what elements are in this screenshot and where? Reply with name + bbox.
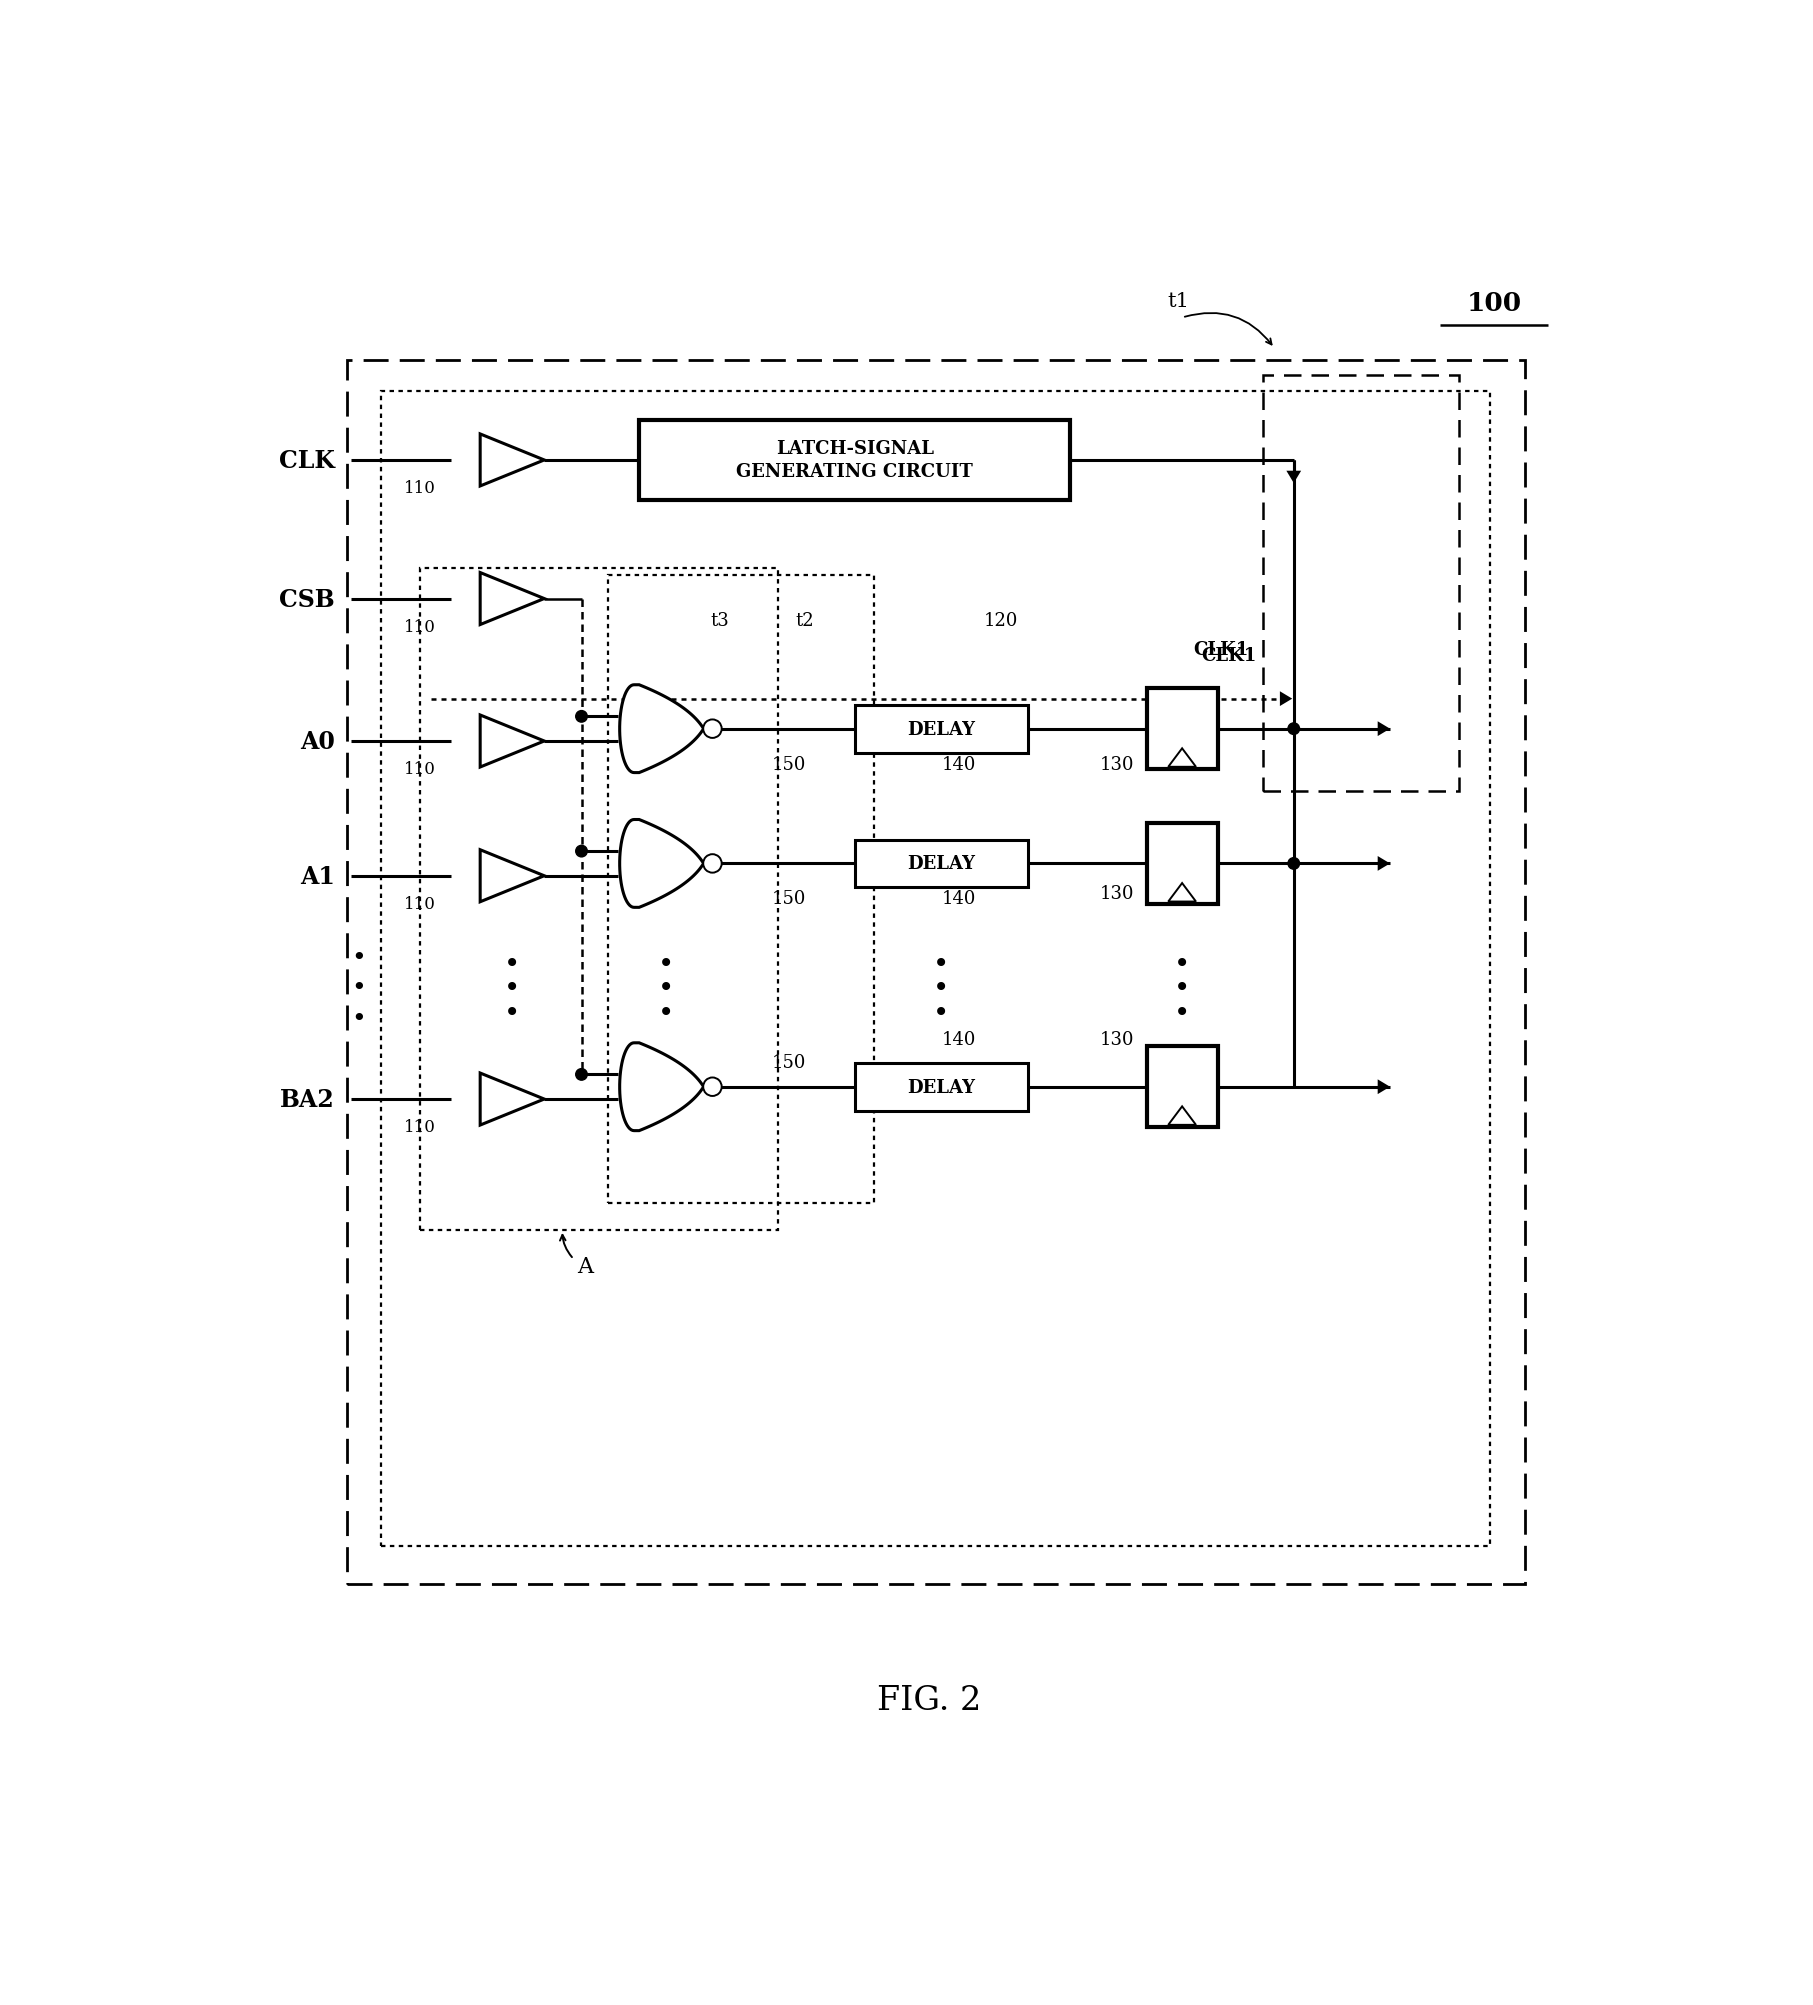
Text: A: A — [577, 1255, 593, 1277]
Text: •: • — [352, 976, 366, 1000]
Text: 110: 110 — [404, 1119, 435, 1135]
Text: A1: A1 — [301, 864, 335, 888]
Polygon shape — [1287, 471, 1302, 483]
Text: DELAY: DELAY — [908, 1079, 975, 1097]
Polygon shape — [1168, 1107, 1197, 1125]
Polygon shape — [1378, 1081, 1391, 1095]
Text: •: • — [934, 974, 950, 1002]
Text: 110: 110 — [404, 479, 435, 497]
Text: •: • — [658, 998, 674, 1027]
Text: •: • — [504, 998, 520, 1027]
Bar — [1264, 377, 1459, 792]
Text: 110: 110 — [404, 620, 435, 636]
Text: •: • — [658, 974, 674, 1002]
Text: 130: 130 — [1099, 884, 1133, 902]
Text: DELAY: DELAY — [908, 720, 975, 738]
Polygon shape — [1378, 856, 1391, 872]
Text: 140: 140 — [941, 756, 975, 774]
Polygon shape — [1168, 750, 1197, 768]
Text: CLK: CLK — [279, 449, 335, 473]
Circle shape — [577, 1069, 587, 1081]
Text: t1: t1 — [1168, 293, 1189, 311]
Polygon shape — [480, 435, 544, 487]
Text: 110: 110 — [404, 762, 435, 778]
Text: 150: 150 — [772, 1055, 807, 1073]
Bar — [1146, 1047, 1218, 1127]
Polygon shape — [480, 850, 544, 902]
Text: 130: 130 — [1099, 1031, 1133, 1049]
Text: CLK1: CLK1 — [1193, 642, 1249, 660]
Polygon shape — [620, 1043, 703, 1131]
Text: t2: t2 — [796, 612, 814, 630]
Text: •: • — [1175, 998, 1189, 1027]
Polygon shape — [620, 686, 703, 774]
Circle shape — [703, 854, 722, 874]
Polygon shape — [620, 820, 703, 908]
Circle shape — [1287, 724, 1300, 736]
Text: •: • — [934, 998, 950, 1027]
Text: •: • — [1175, 948, 1189, 976]
Text: •: • — [934, 948, 950, 976]
Bar — [1146, 690, 1218, 770]
Circle shape — [577, 712, 587, 722]
Circle shape — [703, 720, 722, 738]
Polygon shape — [480, 716, 544, 768]
Text: LATCH-SIGNAL
GENERATING CIRCUIT: LATCH-SIGNAL GENERATING CIRCUIT — [736, 441, 974, 481]
Bar — [856, 840, 1028, 888]
Text: 100: 100 — [1467, 291, 1521, 315]
Text: •: • — [352, 1007, 366, 1031]
Polygon shape — [1280, 692, 1293, 706]
Text: •: • — [658, 948, 674, 976]
Text: A0: A0 — [301, 730, 335, 754]
Text: CLK1: CLK1 — [1202, 648, 1256, 666]
Text: CSB: CSB — [279, 587, 335, 612]
Circle shape — [703, 1079, 722, 1097]
Text: 110: 110 — [404, 896, 435, 912]
Bar — [421, 569, 778, 1231]
Text: 140: 140 — [941, 890, 975, 908]
Text: •: • — [352, 944, 366, 968]
Bar — [346, 361, 1525, 1584]
Bar — [856, 706, 1028, 754]
Polygon shape — [480, 1073, 544, 1125]
Text: 120: 120 — [984, 612, 1019, 630]
Bar — [640, 421, 1070, 501]
Text: 150: 150 — [772, 890, 807, 908]
Bar — [381, 391, 1490, 1546]
Text: DELAY: DELAY — [908, 854, 975, 872]
Text: t3: t3 — [711, 612, 729, 630]
Text: •: • — [504, 948, 520, 976]
Text: •: • — [504, 974, 520, 1002]
Text: FIG. 2: FIG. 2 — [877, 1684, 981, 1716]
Circle shape — [1287, 858, 1300, 870]
Polygon shape — [1378, 722, 1391, 736]
Text: BA2: BA2 — [281, 1087, 335, 1111]
Text: •: • — [1175, 974, 1189, 1002]
Bar — [609, 575, 874, 1203]
Polygon shape — [480, 573, 544, 626]
Text: 140: 140 — [941, 1031, 975, 1049]
Bar — [856, 1063, 1028, 1111]
Text: 130: 130 — [1099, 756, 1133, 774]
Text: 150: 150 — [772, 756, 807, 774]
Circle shape — [577, 846, 587, 858]
Polygon shape — [1168, 884, 1197, 902]
Bar — [1146, 824, 1218, 904]
